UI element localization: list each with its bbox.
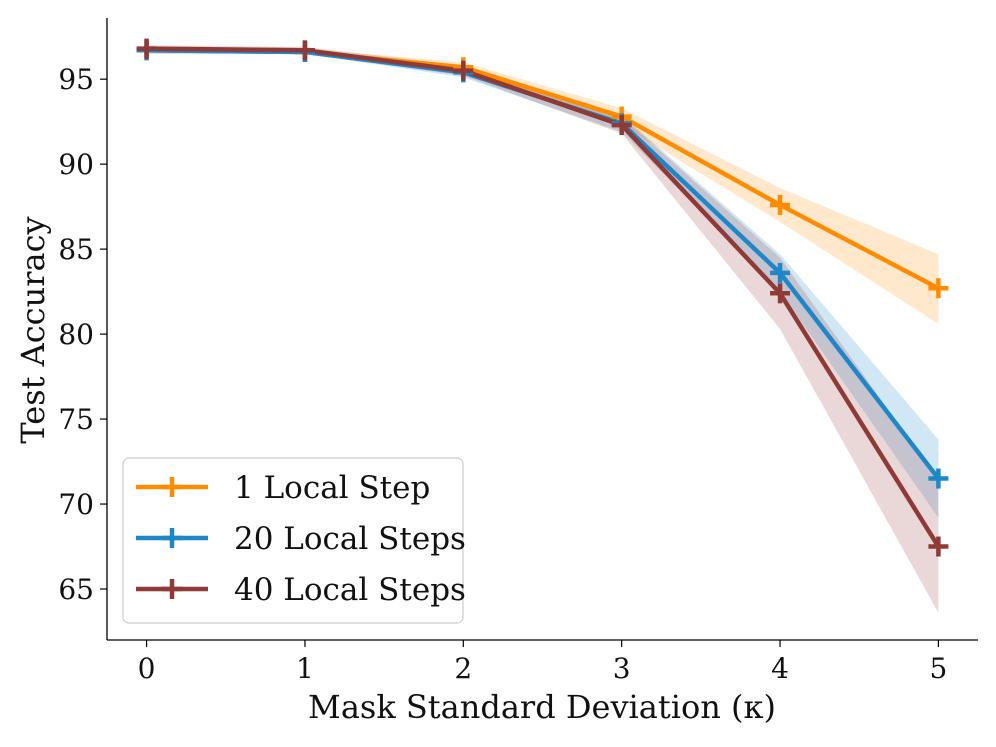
data-point <box>136 38 157 59</box>
x-tick-label: 1 <box>296 652 314 685</box>
data-point <box>928 278 949 299</box>
data-point <box>928 536 949 557</box>
confidence-band <box>146 46 939 324</box>
legend-label: 1 Local Step <box>234 470 430 506</box>
y-tick-label: 85 <box>58 233 94 266</box>
legend-entry: 1 Local Step <box>136 470 430 506</box>
y-axis-title: Test Accuracy <box>14 216 52 443</box>
y-axis-ticks: 65 70 75 80 85 90 95 <box>58 63 107 606</box>
y-tick-label: 95 <box>58 63 94 96</box>
legend-entry: 20 Local Steps <box>136 521 466 557</box>
data-point <box>770 194 791 215</box>
x-tick-label: 4 <box>771 652 789 685</box>
legend-label: 20 Local Steps <box>234 521 466 557</box>
x-tick-label: 3 <box>613 652 631 685</box>
data-point <box>294 40 315 61</box>
data-point <box>928 468 949 489</box>
x-tick-label: 2 <box>454 652 472 685</box>
data-point <box>453 60 474 81</box>
series-line <box>144 48 941 481</box>
series-lines <box>144 46 941 549</box>
y-tick-label: 90 <box>58 148 94 181</box>
data-point <box>611 115 632 136</box>
legend: 1 Local Step 20 Local Steps 40 Local Steps <box>122 457 466 624</box>
y-tick-label: 80 <box>58 318 94 351</box>
x-axis-title: Mask Standard Deviation (κ) <box>308 688 776 726</box>
legend-label: 40 Local Steps <box>234 572 466 608</box>
series-line <box>144 46 941 549</box>
x-tick-label: 0 <box>138 652 156 685</box>
y-tick-label: 75 <box>58 403 94 436</box>
y-tick-label: 65 <box>58 573 94 606</box>
data-point <box>770 283 791 304</box>
legend-entry: 40 Local Steps <box>136 572 466 608</box>
y-tick-label: 70 <box>58 488 94 521</box>
legend-frame <box>122 457 464 624</box>
x-tick-label: 5 <box>929 652 947 685</box>
confidence-band <box>146 45 939 613</box>
confidence-band <box>146 46 939 518</box>
x-axis-ticks: 0 1 2 3 4 5 <box>138 640 947 685</box>
data-point <box>770 262 791 283</box>
series-markers <box>136 38 949 557</box>
